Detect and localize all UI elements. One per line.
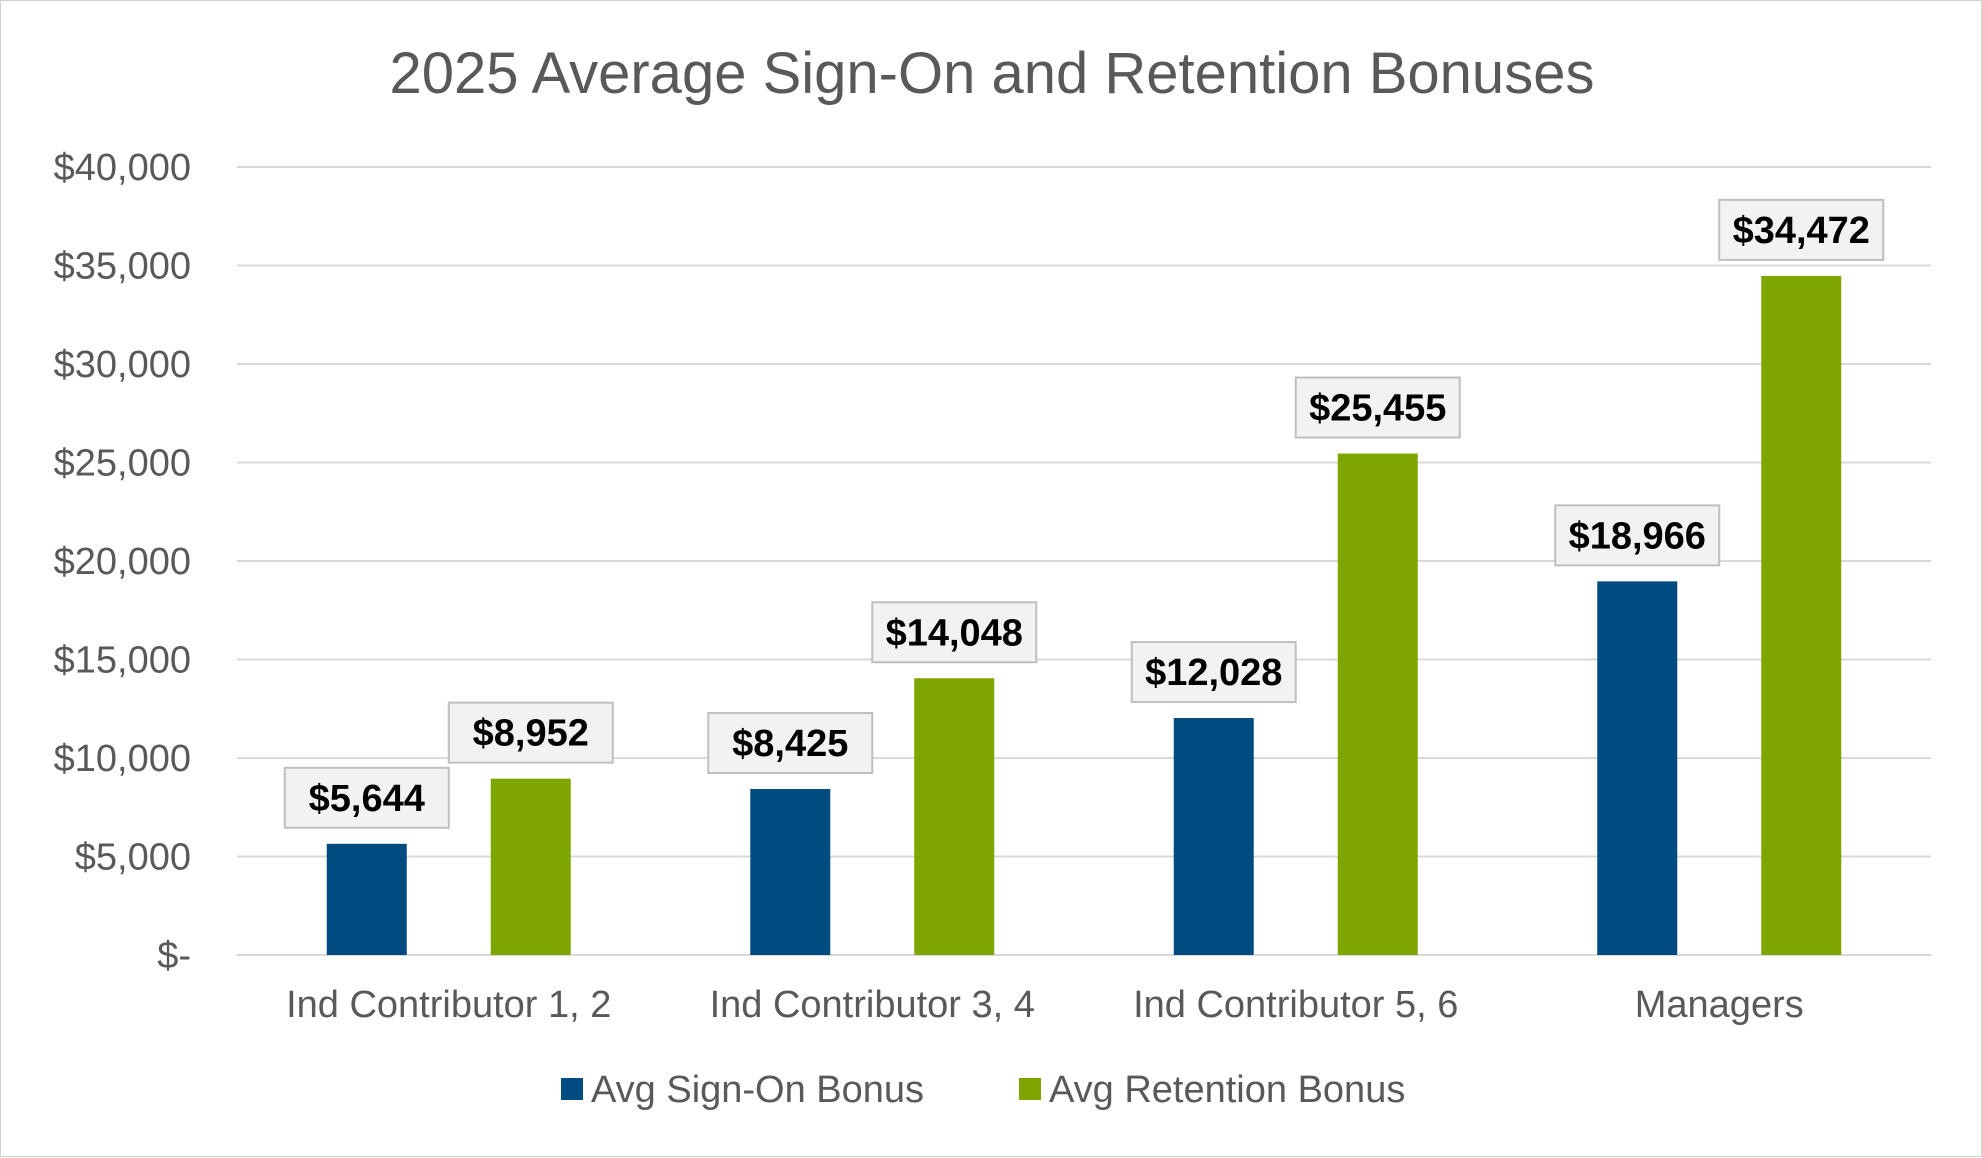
data-label-box — [447, 701, 614, 764]
data-label-box — [1294, 376, 1461, 439]
x-category-label: Ind Contributor 3, 4 — [710, 984, 1035, 1026]
data-label-box — [283, 766, 450, 829]
bar — [1761, 275, 1842, 955]
bar — [490, 778, 571, 955]
bar — [326, 843, 407, 955]
x-axis-category-labels: Ind Contributor 1, 2 Ind Contributor 3, 4… — [286, 984, 1804, 1026]
y-axis-tick-labels: $- $5,000 $10,000 $15,000 $20,000 $25,000 $30,… — [54, 147, 191, 977]
data-label: $14,048 — [886, 612, 1023, 654]
data-label: $8,952 — [473, 713, 589, 755]
y-tick-label: $10,000 — [54, 738, 191, 780]
data-label: $18,966 — [1569, 515, 1706, 557]
data-label-box — [1554, 504, 1721, 567]
y-tick-label: $5,000 — [75, 837, 191, 879]
y-tick-label: $30,000 — [54, 344, 191, 386]
y-tick-label: $25,000 — [54, 443, 191, 485]
data-label-box — [871, 601, 1038, 664]
bar — [1597, 581, 1678, 955]
bar — [914, 678, 995, 955]
legend: Avg Sign-On Bonus Avg Retention Bonus — [561, 1069, 1405, 1111]
bar — [1337, 453, 1418, 955]
data-label: $8,425 — [732, 723, 848, 765]
y-tick-label: $- — [157, 935, 191, 977]
legend-swatch — [1019, 1078, 1041, 1100]
data-labels: $5,644 $8,952 $8,425 $14,048 $12,028 $25,455 $… — [283, 198, 1885, 829]
x-category-label: Managers — [1635, 984, 1804, 1026]
data-label: $34,472 — [1733, 210, 1870, 252]
legend-swatch — [561, 1078, 583, 1100]
data-label: $12,028 — [1145, 652, 1282, 694]
y-tick-label: $40,000 — [54, 147, 191, 189]
data-label-box — [1130, 641, 1297, 704]
y-tick-label: $20,000 — [54, 541, 191, 583]
y-tick-label: $15,000 — [54, 640, 191, 682]
legend-label: Avg Retention Bonus — [1049, 1069, 1405, 1111]
x-category-label: Ind Contributor 5, 6 — [1133, 984, 1458, 1026]
data-label-box — [707, 712, 874, 775]
x-category-label: Ind Contributor 1, 2 — [286, 984, 611, 1026]
chart-title: 2025 Average Sign-On and Retention Bonus… — [390, 41, 1595, 106]
bars — [326, 275, 1842, 955]
bar — [1173, 718, 1254, 955]
legend-label: Avg Sign-On Bonus — [591, 1069, 924, 1111]
data-label: $25,455 — [1309, 388, 1446, 430]
bar — [750, 789, 831, 955]
y-tick-label: $35,000 — [54, 246, 191, 288]
data-label-box — [1718, 198, 1885, 261]
data-label: $5,644 — [309, 778, 425, 820]
